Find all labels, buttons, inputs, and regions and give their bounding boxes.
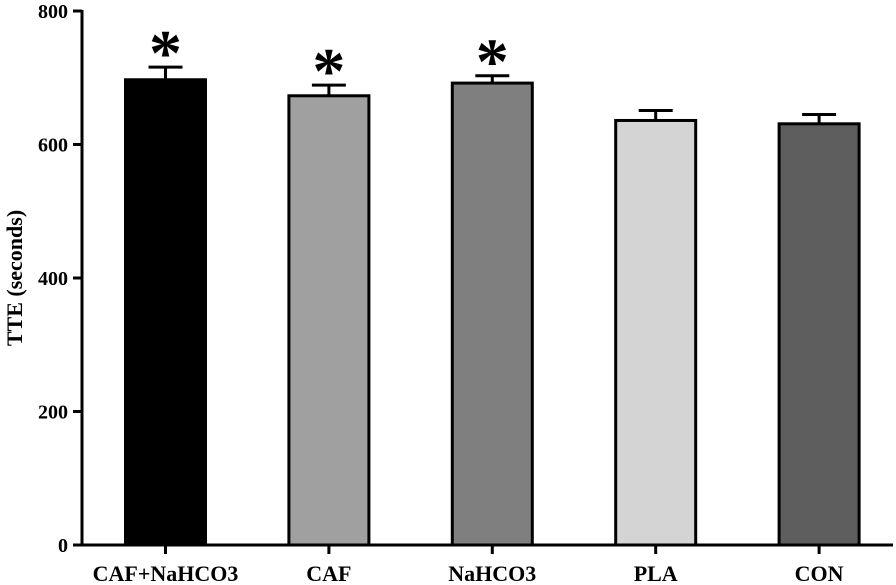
bars [124,65,861,547]
y-tick-label: 600 [38,135,68,157]
bar-con [777,122,861,547]
x-tick-label: CAF [306,561,351,585]
bar-caf-nahco3 [124,78,207,547]
y-tick-label: 200 [38,402,68,424]
x-tick-label: PLA [634,561,678,585]
x-tick-label: CAF+NaHCO3 [93,561,239,585]
x-tick-label: NaHCO3 [448,561,536,585]
bar-nahco3 [450,81,534,547]
significance-asterisk: * [312,35,345,108]
bar-caf [287,94,371,547]
y-axis-label: TTE (seconds) [2,210,27,346]
significance-asterisk: * [149,17,182,90]
significance-asterisk: * [476,26,509,99]
y-tick-label: 800 [38,1,68,23]
y-tick-label: 400 [38,268,68,290]
labels: 0 200 400 600 800 CAF+NaHCO3 * CAF * NaHCO3 * PLA CO… [38,1,844,585]
bar-pla [614,118,698,547]
y-tick-label: 0 [58,535,68,557]
x-tick-label: CON [795,561,844,585]
